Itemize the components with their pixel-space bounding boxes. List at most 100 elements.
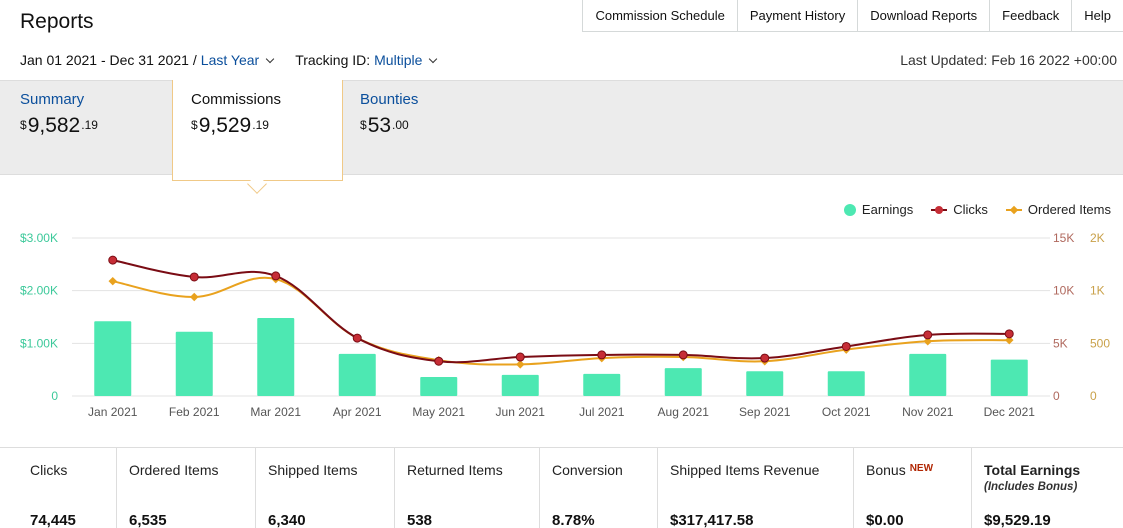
legend-ordered-items[interactable]: Ordered Items: [1005, 202, 1111, 217]
clicks-line: [112, 259, 1010, 364]
clicks-axis-tick-label: 15K: [1053, 231, 1074, 245]
items-axis-tick-label: 1K: [1090, 284, 1105, 298]
currency-symbol: $: [360, 118, 367, 132]
legend-earnings[interactable]: Earnings: [843, 202, 914, 217]
x-axis-tick-label: Oct 2021: [822, 405, 871, 419]
tab-commissions[interactable]: Commissions $ 9,529 .19: [172, 80, 343, 181]
legend-clicks[interactable]: Clicks: [931, 202, 988, 217]
earnings-bar: [94, 321, 132, 396]
clicks-axis-tick-label: 0: [1053, 389, 1060, 403]
clicks-axis-tick-label: 10K: [1053, 284, 1074, 298]
stat-value: 8.78%: [552, 512, 595, 528]
ordered-items-point: [516, 360, 525, 369]
tracking-id-label: Tracking ID:: [295, 52, 371, 68]
earnings-chart: 0 0 0 $1.00K 5K 500 $2.00K 10K 1K $3.00K 15K 2K Jan …: [0, 190, 1123, 440]
x-axis-tick-label: Jul 2021: [579, 405, 625, 419]
earnings-bar: [746, 371, 784, 396]
x-axis-tick-label: May 2021: [412, 405, 465, 419]
stat-label: Conversion: [552, 462, 623, 478]
bounties-amount: $ 53 .00: [360, 114, 540, 138]
feedback-link[interactable]: Feedback: [989, 0, 1072, 32]
payment-history-link[interactable]: Payment History: [736, 0, 858, 32]
amount-whole: 9,582: [27, 114, 81, 137]
items-axis-tick-label: 0: [1090, 389, 1097, 403]
ordered-items-point: [108, 276, 117, 286]
x-axis-tick-label: Apr 2021: [333, 405, 382, 419]
clicks-point: [841, 341, 851, 351]
clicks-point: [923, 330, 933, 340]
clicks-point: [108, 255, 118, 265]
stat-value: 538: [407, 512, 433, 528]
clicks-point: [352, 333, 362, 343]
stat-shipped-items: Shipped Items 6,340: [256, 448, 395, 528]
filter-bar: Jan 01 2021 - Dec 31 2021 / Last Year Tr…: [20, 52, 438, 68]
stat-returned-items: Returned Items 538: [395, 448, 540, 528]
stat-value: $9,529.19: [984, 512, 1051, 528]
legend-earnings-label: Earnings: [861, 202, 914, 217]
earnings-bar: [257, 318, 295, 396]
ordered-items-point: [190, 292, 199, 302]
stat-label: Total Earnings: [984, 462, 1081, 478]
clicks-point: [597, 350, 607, 360]
ordered-items-swatch-icon: [1005, 208, 1022, 211]
chevron-down-icon[interactable]: [265, 54, 275, 63]
currency-symbol: $: [191, 118, 198, 132]
stat-label: Clicks: [30, 462, 68, 478]
x-axis-tick-label: Dec 2021: [984, 405, 1036, 419]
tab-bounties-label[interactable]: Bounties: [360, 91, 419, 108]
date-separator: /: [192, 52, 197, 68]
ordered-items-line: [112, 276, 1010, 366]
earnings-bar: [990, 359, 1028, 396]
currency-symbol: $: [20, 118, 27, 132]
stat-clicks: Clicks 74,445: [0, 448, 117, 528]
chevron-down-icon[interactable]: [429, 54, 438, 63]
earnings-swatch-icon: [843, 203, 856, 216]
x-axis-tick-label: Aug 2021: [658, 405, 710, 419]
stat-value: $0.00: [866, 512, 904, 528]
bonus-label: Bonus: [866, 462, 906, 478]
tab-summary-label[interactable]: Summary: [20, 91, 85, 108]
stat-total-earnings: Total Earnings (Includes Bonus) $9,529.1…: [972, 448, 1123, 528]
tab-bounties[interactable]: Bounties $ 53 .00: [340, 80, 540, 175]
stat-ordered-items: Ordered Items 6,535: [117, 448, 256, 528]
legend-clicks-label: Clicks: [953, 202, 988, 217]
clicks-point: [1004, 329, 1014, 339]
amount-whole: 53: [367, 114, 392, 137]
left-axis-tick-label: $1.00K: [20, 336, 58, 350]
stat-label: Ordered Items: [129, 462, 219, 478]
stat-label: Shipped Items: [268, 462, 358, 478]
new-badge: NEW: [909, 463, 934, 474]
earnings-bar: [664, 368, 702, 396]
earnings-bar: [827, 371, 865, 396]
commission-schedule-link[interactable]: Commission Schedule: [582, 0, 737, 32]
earnings-bar: [420, 377, 458, 396]
left-axis-tick-label: $2.00K: [20, 284, 58, 298]
stat-conversion: Conversion 8.78%: [540, 448, 658, 528]
items-axis-tick-label: 500: [1090, 336, 1110, 350]
download-reports-link[interactable]: Download Reports: [857, 0, 990, 32]
date-range-text: Jan 01 2021 - Dec 31 2021: [20, 52, 189, 68]
earnings-bar: [175, 331, 213, 396]
period-dropdown[interactable]: Last Year: [200, 52, 260, 68]
tracking-id-dropdown[interactable]: Multiple: [374, 52, 423, 68]
amount-cents: .00: [392, 118, 409, 132]
tab-summary[interactable]: Summary $ 9,582 .19: [0, 80, 172, 175]
earnings-bar: [583, 373, 621, 396]
x-axis-tick-label: Feb 2021: [169, 405, 220, 419]
earnings-bar: [338, 353, 376, 396]
clicks-point: [760, 353, 770, 363]
stat-value: $317,417.58: [670, 512, 754, 528]
stats-row: Clicks 74,445 Ordered Items 6,535 Shippe…: [0, 447, 1123, 528]
stat-label: Bonus NEW: [866, 462, 971, 478]
earnings-bar: [909, 353, 947, 396]
clicks-point: [271, 271, 281, 281]
commissions-amount: $ 9,529 .19: [191, 114, 342, 138]
x-axis-tick-label: Mar 2021: [250, 405, 301, 419]
tab-commissions-label[interactable]: Commissions: [191, 91, 282, 108]
chart-legend: Earnings Clicks Ordered Items: [843, 202, 1111, 217]
legend-ordered-items-label: Ordered Items: [1027, 202, 1111, 217]
help-link[interactable]: Help: [1071, 0, 1123, 32]
last-updated-text: Last Updated: Feb 16 2022 +00:00: [900, 52, 1117, 68]
stat-value: 6,535: [129, 512, 167, 528]
left-axis-tick-label: $3.00K: [20, 231, 58, 245]
